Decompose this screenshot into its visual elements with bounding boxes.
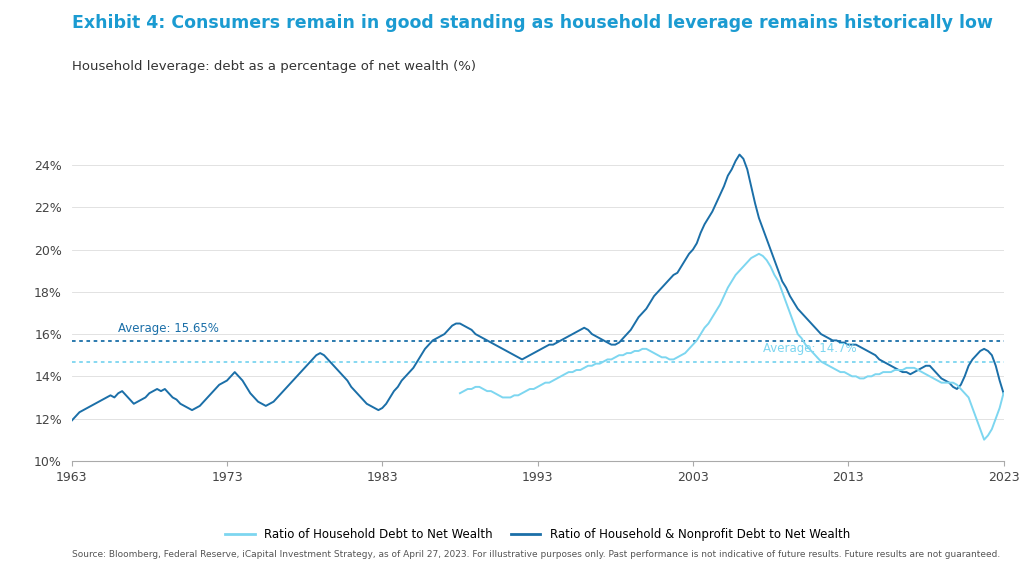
Text: Average: 14.7%: Average: 14.7% (763, 342, 856, 355)
Text: Household leverage: debt as a percentage of net wealth (%): Household leverage: debt as a percentage… (72, 60, 476, 74)
Text: Average: 15.65%: Average: 15.65% (118, 322, 219, 335)
Text: Exhibit 4: Consumers remain in good standing as household leverage remains histo: Exhibit 4: Consumers remain in good stan… (72, 14, 992, 32)
Text: Source: Bloomberg, Federal Reserve, iCapital Investment Strategy, as of April 27: Source: Bloomberg, Federal Reserve, iCap… (72, 550, 999, 559)
Legend: Ratio of Household Debt to Net Wealth, Ratio of Household & Nonprofit Debt to Ne: Ratio of Household Debt to Net Wealth, R… (220, 524, 855, 546)
